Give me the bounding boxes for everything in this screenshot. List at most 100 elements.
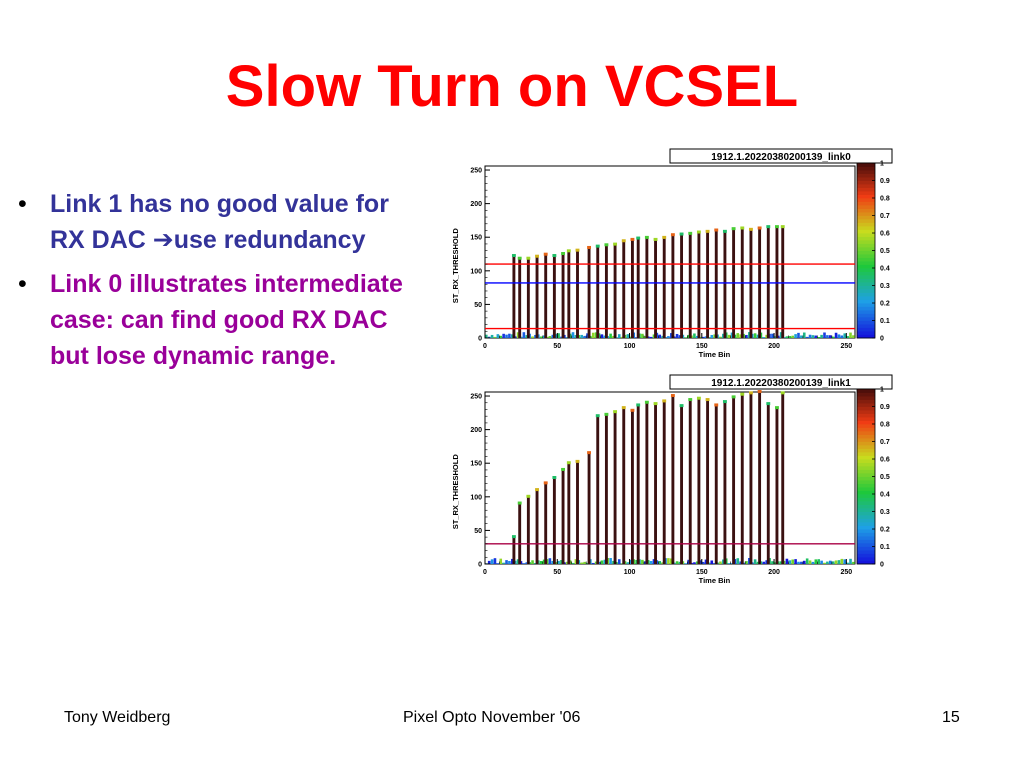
data-bar	[636, 405, 640, 564]
palette-cell	[857, 271, 875, 276]
noise-bin	[612, 560, 615, 564]
noise-bin	[687, 559, 690, 564]
noise-bin	[565, 337, 569, 338]
noise-bin	[534, 334, 537, 338]
palette-cell	[857, 334, 875, 339]
y-tick-label: 150	[470, 461, 482, 468]
bullet-dot-icon: •	[18, 190, 27, 218]
y-axis-label: ST_RX_THRESHOLD	[451, 454, 460, 530]
palette-cell	[857, 389, 875, 393]
noise-bin	[574, 559, 578, 564]
data-bar-cap	[679, 232, 684, 236]
palette-cell	[857, 427, 875, 432]
data-bar	[636, 238, 640, 338]
palette-cell	[857, 532, 875, 537]
data-bar-cap	[653, 402, 658, 406]
data-bar-cap	[757, 390, 762, 393]
palette-cell	[857, 236, 875, 241]
noise-bin	[670, 333, 673, 338]
noise-bin	[840, 335, 844, 338]
data-bar	[535, 256, 539, 338]
noise-bin	[496, 563, 500, 564]
bullet-text-link1-part1: Link 1 has no good value for RX DAC	[50, 190, 389, 254]
data-bar-cap	[780, 391, 785, 395]
noise-bin	[508, 333, 511, 338]
palette-cell	[857, 483, 875, 488]
noise-bin	[591, 562, 595, 564]
noise-bin	[626, 334, 630, 338]
noise-bin	[609, 558, 612, 564]
noise-bin	[693, 333, 696, 338]
palette-cell	[857, 226, 875, 230]
data-bar	[654, 239, 657, 338]
z-tick-label: 0.6	[880, 457, 890, 464]
palette-cell	[857, 557, 875, 561]
noise-bin	[499, 335, 503, 338]
data-bar-cap	[688, 398, 693, 402]
noise-bin	[580, 334, 583, 338]
noise-bin	[745, 561, 748, 564]
noise-bin	[557, 560, 560, 564]
footer-page-number: 15	[942, 709, 960, 726]
noise-bin	[748, 332, 751, 338]
data-bar	[714, 405, 718, 564]
palette-cell	[857, 320, 875, 325]
noise-bin	[794, 559, 797, 564]
data-bar	[587, 453, 591, 564]
z-tick-label: 0.6	[880, 231, 890, 238]
noise-bin	[594, 332, 598, 338]
x-tick-label: 50	[553, 569, 561, 576]
data-bar	[723, 402, 727, 564]
data-bar	[645, 237, 649, 338]
data-bar	[544, 483, 548, 564]
data-bar-cap	[552, 254, 557, 258]
noise-bin	[629, 336, 633, 338]
palette-cell	[857, 194, 875, 199]
palette-cell	[857, 553, 875, 558]
noise-bin	[583, 335, 586, 338]
data-bar-cap	[552, 476, 557, 479]
bullet-list: • Link 1 has no good value for RX DAC ➔u…	[18, 186, 418, 382]
data-bar-cap	[613, 242, 618, 246]
z-tick-label: 0.3	[880, 509, 890, 516]
noise-bin	[667, 558, 670, 564]
noise-bin	[802, 560, 806, 564]
noise-bin	[516, 332, 520, 338]
y-tick-label: 200	[470, 427, 482, 434]
data-bar-cap	[748, 227, 753, 231]
noise-bin	[696, 335, 699, 338]
plot-title-box	[669, 148, 893, 164]
noise-bin	[548, 558, 552, 564]
noise-bin	[771, 333, 774, 338]
palette-cell	[857, 180, 875, 185]
noise-bin	[727, 563, 731, 564]
x-tick-label: 250	[840, 343, 852, 350]
palette-cell	[857, 229, 875, 234]
histogram-link0: 1912.1.20220380200139_link0 0 50 100 150 200 2…	[445, 148, 905, 358]
noise-bin	[505, 560, 508, 564]
z-tick-label: 1	[880, 387, 884, 394]
data-bar	[518, 258, 522, 338]
noise-bin	[594, 561, 598, 564]
data-bar-cap	[526, 494, 531, 498]
noise-bin	[542, 335, 546, 338]
noise-bin	[496, 334, 500, 338]
data-bar-cap	[731, 395, 736, 399]
data-bar-cap	[566, 249, 571, 253]
noise-bin	[620, 563, 624, 564]
palette-cell	[857, 313, 875, 318]
noise-bin	[531, 336, 534, 338]
data-bar	[766, 404, 770, 564]
data-bar	[749, 393, 753, 564]
palette-cell	[857, 282, 875, 286]
right-arrow-icon: ➔	[152, 225, 174, 254]
noise-bin	[774, 562, 777, 564]
noise-bin	[652, 334, 656, 338]
noise-bin	[678, 561, 682, 564]
x-tick-label: 100	[624, 343, 636, 350]
noise-bin	[820, 560, 823, 564]
noise-bin	[525, 335, 529, 338]
y-axis-label: ST_RX_THRESHOLD	[451, 228, 460, 304]
palette-cell	[857, 550, 875, 554]
plot-frame	[484, 391, 856, 565]
